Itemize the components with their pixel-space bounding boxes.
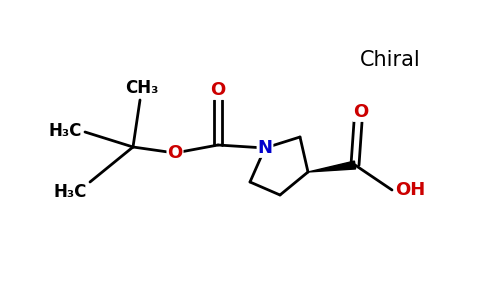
Text: H₃C: H₃C xyxy=(53,183,87,201)
Text: N: N xyxy=(257,139,272,157)
Text: O: O xyxy=(167,144,182,162)
Text: O: O xyxy=(211,81,226,99)
Text: OH: OH xyxy=(395,181,425,199)
Text: H₃C: H₃C xyxy=(48,122,82,140)
Text: O: O xyxy=(353,103,369,121)
Text: Chiral: Chiral xyxy=(360,50,421,70)
Text: CH₃: CH₃ xyxy=(125,79,159,97)
Polygon shape xyxy=(308,161,356,172)
